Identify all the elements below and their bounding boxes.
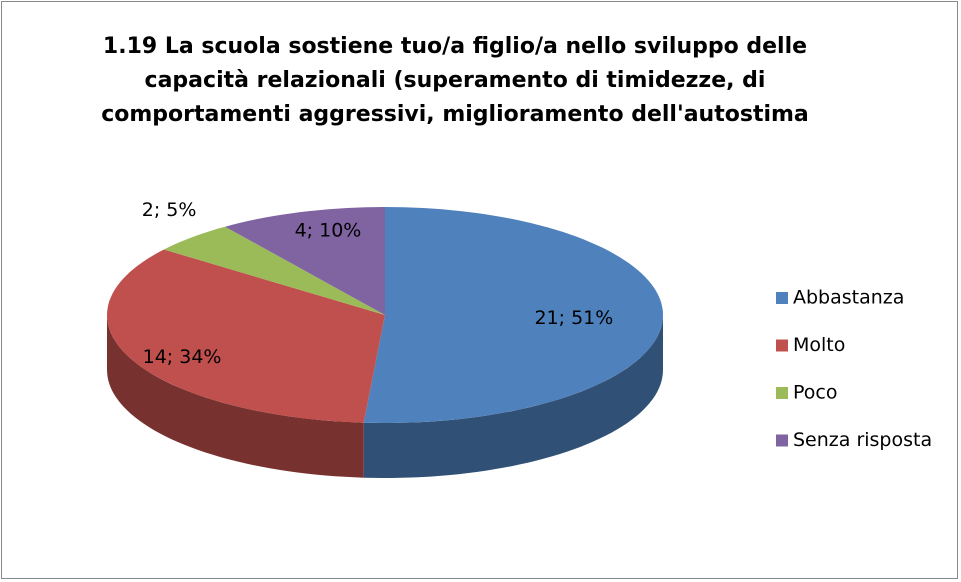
legend-swatch <box>776 387 788 399</box>
legend-swatch <box>776 339 788 352</box>
slice-side <box>107 315 364 478</box>
slice <box>363 207 663 423</box>
legend-label: Molto <box>793 334 845 356</box>
data-label: 2; 5% <box>142 199 197 221</box>
data-label: 14; 34% <box>143 346 222 368</box>
slice <box>225 207 385 315</box>
data-label: 4; 10% <box>295 219 362 241</box>
chart-title: comportamenti aggressivi, miglioramento … <box>101 102 809 127</box>
slice <box>163 226 385 315</box>
legend-swatch <box>776 292 788 304</box>
slice-side <box>363 315 663 478</box>
slice <box>107 249 385 423</box>
legend-swatch <box>776 434 788 447</box>
chart-title: capacità relazionali (superamento di tim… <box>145 68 766 93</box>
legend-label: Abbastanza <box>793 287 904 309</box>
data-label: 21; 51% <box>534 307 613 329</box>
legend-label: Poco <box>793 382 837 404</box>
chart-title: 1.19 La scuola sostiene tuo/a figlio/a n… <box>103 34 807 59</box>
legend-label: Senza risposta <box>793 429 932 451</box>
